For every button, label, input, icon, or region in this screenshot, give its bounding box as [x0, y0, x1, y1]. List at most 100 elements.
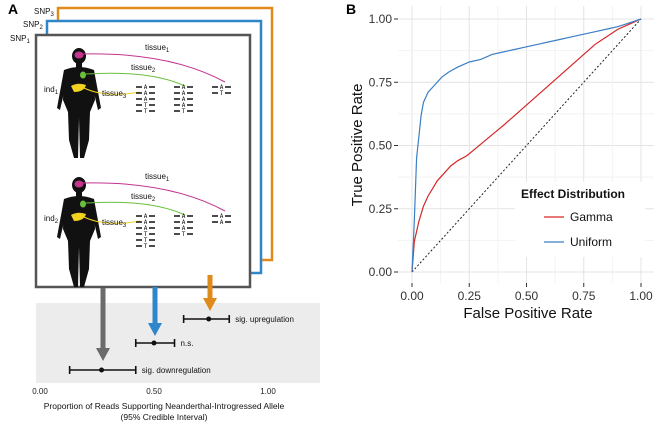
- tissue2-label: tissue2: [131, 192, 156, 203]
- tissue-label-text: tissue: [131, 192, 152, 201]
- read-allele: T: [144, 243, 148, 250]
- read-allele: A: [144, 219, 148, 226]
- panel-a-caption-line2: (95% Credible Interval): [121, 412, 208, 422]
- read-allele: T: [144, 231, 148, 238]
- snp2-label: SNP2: [23, 20, 43, 31]
- tissue-label-text: tissue: [145, 43, 166, 52]
- individual-label: ind1: [44, 85, 59, 96]
- snp1-label: SNP1: [10, 34, 30, 45]
- neck-shape: [76, 191, 82, 197]
- heart-organ: [80, 71, 86, 79]
- read-allele: T: [144, 108, 148, 115]
- tissue1-arc: [82, 182, 226, 212]
- estimate-label: sig. downregulation: [142, 366, 211, 375]
- y-tick-label: 0.50: [369, 139, 393, 153]
- heart-organ: [80, 200, 86, 208]
- liver-organ: [71, 83, 86, 92]
- tissue2-label: tissue2: [131, 63, 156, 74]
- estimate-3: sig. downregulation: [68, 366, 211, 375]
- read-allele: A: [144, 84, 148, 91]
- panel-a-letter: A: [8, 1, 18, 17]
- individual-label-text: ind: [44, 214, 55, 223]
- read-allele: A: [144, 90, 148, 97]
- point-estimate: [99, 367, 105, 373]
- read-allele: A: [182, 225, 186, 232]
- read-allele: A: [220, 213, 224, 220]
- read-allele: A: [182, 219, 186, 226]
- brain-organ: [74, 180, 84, 188]
- individual-label-sub: 1: [55, 90, 59, 96]
- read-allele: T: [182, 231, 186, 238]
- tissue-label-text: tissue: [102, 218, 123, 227]
- read-allele: A: [144, 96, 148, 103]
- read-allele: A: [220, 219, 224, 226]
- snp3-arrow-head: [203, 298, 217, 311]
- estimate-label: n.s.: [181, 339, 194, 348]
- tissue-label-text: tissue: [131, 63, 152, 72]
- read-allele: T: [144, 102, 148, 109]
- a-axis-tick-label: 0.50: [146, 387, 162, 396]
- tissue1-label: tissue1: [145, 172, 170, 183]
- tissue-label-sub: 1: [166, 48, 170, 54]
- individual-label: ind2: [44, 214, 59, 225]
- x-tick-label: 1.00: [629, 289, 653, 303]
- read-allele: A: [182, 213, 186, 220]
- read-allele: T: [144, 237, 148, 244]
- legend-title: Effect Distribution: [521, 187, 625, 201]
- tissue-label-sub: 1: [166, 177, 170, 183]
- y-tick-label: 0.25: [369, 202, 393, 216]
- read-allele: A: [144, 213, 148, 220]
- individual-label-sub: 2: [55, 219, 59, 225]
- estimate-label: sig. upregulation: [235, 315, 294, 324]
- tissue3-arc: [83, 216, 141, 224]
- a-axis-tick-label: 1.00: [260, 387, 276, 396]
- snp3-label: SNP3: [34, 7, 54, 18]
- roc-series: [411, 18, 642, 273]
- legend-label-uniform: Uniform: [570, 235, 612, 249]
- a-axis-tick-label: 0.00: [32, 387, 48, 396]
- y-tick-label: 0.00: [369, 265, 393, 279]
- liver-organ: [71, 212, 86, 221]
- estimate-2: n.s.: [134, 339, 194, 348]
- read-allele: T: [182, 108, 186, 115]
- tissue-label-text: tissue: [145, 172, 166, 181]
- y-tick-label: 1.00: [369, 12, 393, 26]
- tissue3-label: tissue3: [102, 89, 127, 100]
- x-tick-label: 0.25: [458, 289, 482, 303]
- read-allele: A: [182, 84, 186, 91]
- y-tick-label: 0.75: [369, 75, 393, 89]
- tissue1-label: tissue1: [145, 43, 170, 54]
- tissue-label-text: tissue: [102, 89, 123, 98]
- tissue2-arc: [85, 72, 186, 87]
- right-arm-shape: [91, 70, 101, 110]
- panel-a-caption-line1: Proportion of Reads Supporting Neanderth…: [44, 401, 285, 411]
- series-line-uniform: [411, 18, 642, 273]
- read-allele: A: [182, 102, 186, 109]
- tissue3-arc: [83, 87, 141, 95]
- legend-box: [515, 182, 645, 257]
- tissue-label-sub: 3: [123, 94, 127, 100]
- x-tick-label: 0.75: [572, 289, 596, 303]
- point-estimate: [151, 340, 157, 346]
- read-allele: A: [144, 225, 148, 232]
- individuals-group: ind1tissue1tissue2tissue3AAATTAAAATATind…: [44, 43, 231, 287]
- tissue-label-sub: 2: [152, 197, 156, 203]
- legend-label-gamma: Gamma: [570, 210, 613, 224]
- brain-organ: [74, 51, 84, 59]
- x-tick-label: 0.50: [515, 289, 539, 303]
- neck-shape: [76, 62, 82, 68]
- individual-label-text: ind: [44, 85, 55, 94]
- tissue-label-sub: 3: [123, 223, 127, 229]
- tissue2-arc: [85, 201, 186, 216]
- series-line-gamma: [411, 18, 642, 273]
- left-arm-shape: [57, 70, 67, 110]
- tissue1-arc: [82, 53, 226, 83]
- x-tick-label: 0.00: [400, 289, 424, 303]
- tissue3-label: tissue3: [102, 218, 127, 229]
- snp1-arrow-head: [96, 348, 110, 361]
- legend: Effect Distribution Gamma Uniform: [515, 182, 645, 257]
- read-allele: A: [182, 90, 186, 97]
